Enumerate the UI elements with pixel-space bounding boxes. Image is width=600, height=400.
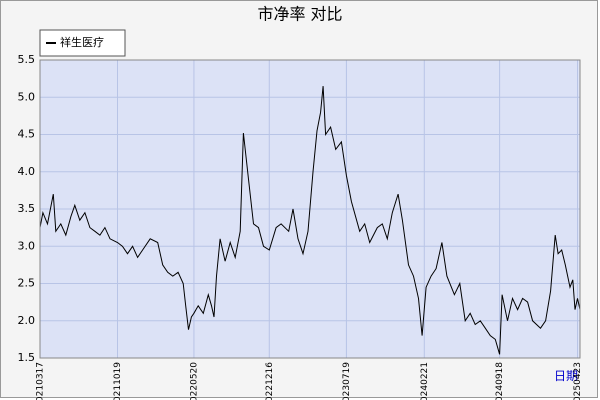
data-line (39, 86, 581, 355)
x-tick-label: 20240918 (495, 362, 505, 400)
y-tick-label: 3.5 (18, 202, 36, 215)
y-tick-label: 1.5 (18, 351, 36, 364)
x-tick-label: 20230719 (342, 362, 352, 400)
y-tick-label: 2.5 (18, 277, 36, 290)
chart-title: 市净率 对比 (257, 5, 342, 24)
legend-label: 祥生医疗 (60, 35, 104, 49)
x-tick-label: 20240221 (420, 362, 430, 400)
y-tick-label: 5.5 (18, 53, 36, 66)
y-tick-label: 4.5 (18, 128, 36, 141)
x-tick-label: 20220520 (189, 362, 199, 400)
x-tick-label: 20210317 (36, 362, 46, 400)
y-tick-label: 4.0 (18, 165, 36, 178)
y-tick-label: 5.0 (18, 90, 36, 103)
x-tick-label: 20221216 (265, 362, 275, 400)
x-axis-label: 日期 (554, 369, 578, 383)
y-tick-label: 2.0 (18, 314, 36, 327)
plot-border (39, 59, 581, 359)
y-tick-label: 3.0 (18, 239, 36, 252)
x-tick-label: 20250423 (573, 362, 583, 400)
x-tick-label: 20211019 (113, 362, 123, 400)
